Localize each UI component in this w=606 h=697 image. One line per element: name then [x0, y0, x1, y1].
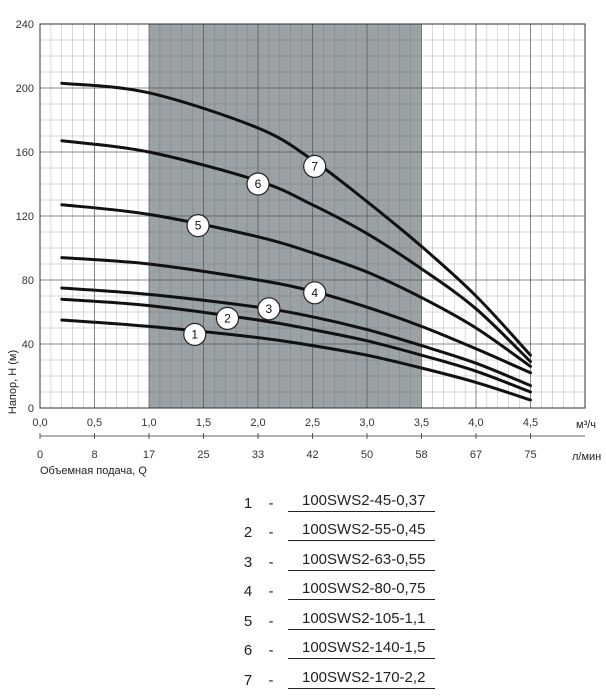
y-tick-label: 40	[22, 339, 34, 351]
y-tick-label: 0	[28, 403, 34, 415]
marker-label: 7	[311, 159, 318, 173]
curve-marker-1: 1	[183, 322, 207, 346]
curve-2	[60, 297, 532, 394]
curve-marker-2: 2	[215, 306, 240, 330]
x2-tick-label: 42	[306, 449, 318, 461]
y-tick-label: 120	[16, 211, 34, 223]
y-tick-label: 240	[16, 19, 34, 31]
curve-marker-7: 7	[303, 154, 327, 178]
x2-tick-label: 67	[470, 449, 482, 461]
marker-label: 4	[311, 286, 318, 300]
marker-circle	[215, 306, 240, 330]
legend-entry: 6-100SWS2-140-1,5	[236, 630, 436, 659]
legend-entry: 5-100SWS2-105-1,1	[236, 600, 436, 630]
legend-entry: 4-100SWS2-80-0,75	[236, 571, 436, 600]
legend-number: 4	[243, 583, 253, 600]
x2-tick-label: 25	[197, 449, 209, 461]
legend-dash: -	[268, 642, 274, 659]
curve-marker-6: 6	[246, 172, 270, 196]
legend-model-name: 100SWS2-45-0,37	[288, 492, 436, 512]
legend-model-name: 100SWS2-55-0,45	[288, 521, 436, 541]
legend-number: 7	[243, 671, 253, 689]
y-tick-label: 80	[22, 275, 34, 287]
legend-entry: 2-100SWS2-55-0,45	[236, 512, 436, 541]
legend-entry: 3-100SWS2-63-0,55	[236, 541, 436, 571]
y-axis-label: Напор, Н (м)	[7, 350, 19, 414]
x-unit-primary: м³/ч	[576, 419, 596, 431]
legend-entry: 1-100SWS2-45-0,37	[236, 482, 436, 512]
y-tick-label: 200	[16, 83, 34, 95]
x-tick-label: 3,0	[359, 417, 374, 429]
y-tick-label: 160	[16, 147, 34, 159]
legend-dash: -	[268, 671, 274, 689]
marker-label: 6	[255, 177, 262, 191]
x-tick-label: 0,5	[87, 417, 102, 429]
curve-6	[60, 139, 532, 364]
marker-label: 2	[224, 311, 231, 325]
legend-number: 1	[243, 494, 253, 512]
x2-tick-label: 58	[415, 449, 427, 461]
plot-frame	[39, 23, 586, 409]
x-unit-secondary: л/мин	[572, 451, 601, 463]
legend-dash: -	[268, 612, 274, 630]
legend-number: 6	[243, 642, 253, 659]
x2-tick-label: 0	[37, 449, 43, 461]
x2-tick-label: 75	[524, 449, 536, 461]
marker-circle	[257, 297, 281, 321]
legend: 1-100SWS2-45-0,37 2-100SWS2-55-0,45 3-100S…	[236, 482, 436, 689]
curve-marker-3: 3	[257, 297, 281, 321]
curve-marker-5: 5	[186, 214, 210, 238]
x2-tick-label: 8	[91, 449, 97, 461]
marker-circle	[303, 281, 327, 305]
curve-5	[60, 203, 532, 368]
x-tick-label: 3,5	[414, 417, 429, 429]
legend-dash: -	[268, 524, 274, 541]
marker-circle	[246, 172, 270, 196]
marker-circle	[183, 322, 207, 346]
x-axis-label: Объемная подача, Q	[40, 465, 147, 477]
curve-7	[60, 81, 532, 357]
legend-number: 5	[243, 612, 253, 630]
legend-model-name: 100SWS2-140-1,5	[288, 639, 436, 659]
curve-3	[60, 286, 532, 388]
x2-tick-label: 33	[252, 449, 264, 461]
marker-label: 3	[266, 302, 273, 316]
legend-model-name: 100SWS2-170-2,2	[288, 669, 436, 689]
legend-number: 2	[243, 524, 253, 541]
curve-marker-4: 4	[303, 281, 327, 305]
legend-entry: 7-100SWS2-170-2,2	[236, 659, 436, 689]
x-tick-label: 1,5	[196, 417, 211, 429]
legend-dash: -	[268, 494, 274, 512]
x-tick-label: 2,5	[305, 417, 320, 429]
x-tick-label: 1,0	[141, 417, 156, 429]
marker-label: 1	[191, 327, 198, 341]
legend-dash: -	[268, 553, 274, 571]
x-tick-label: 4,5	[523, 417, 538, 429]
curve-1	[60, 318, 532, 402]
x2-tick-label: 50	[361, 449, 373, 461]
legend-model-name: 100SWS2-80-0,75	[288, 580, 436, 600]
marker-label: 5	[195, 219, 202, 233]
marker-circle	[303, 154, 327, 178]
x-tick-label: 4,0	[468, 417, 483, 429]
x2-tick-label: 17	[143, 449, 155, 461]
legend-number: 3	[243, 553, 253, 571]
x-tick-label: 2,0	[250, 417, 265, 429]
x-tick-label: 0,0	[32, 417, 47, 429]
legend-model-name: 100SWS2-63-0,55	[288, 551, 436, 571]
legend-dash: -	[268, 583, 274, 600]
marker-circle	[186, 214, 210, 238]
legend-model-name: 100SWS2-105-1,1	[288, 610, 436, 630]
